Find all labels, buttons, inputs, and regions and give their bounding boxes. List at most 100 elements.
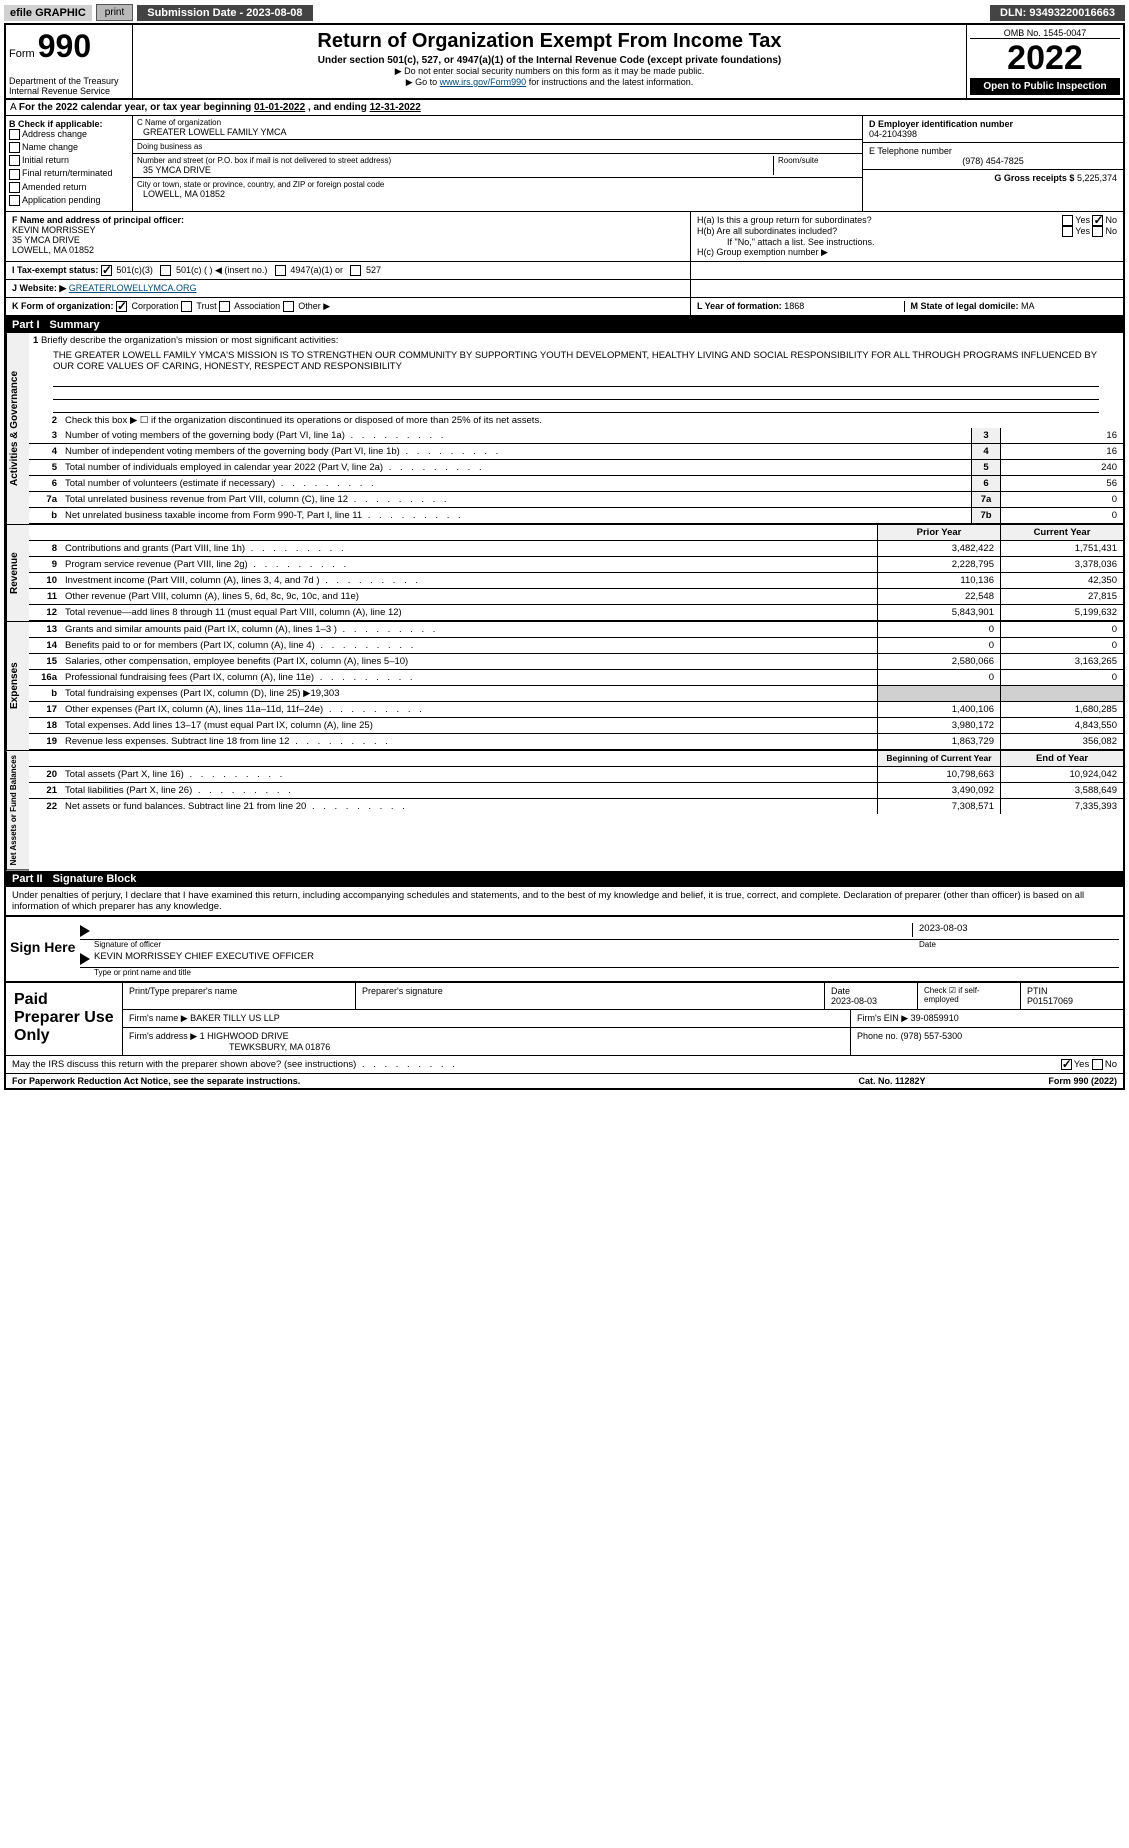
ptin: P01517069: [1027, 996, 1073, 1006]
part2-title: Signature Block: [53, 873, 137, 885]
ein: 04-2104398: [869, 129, 1117, 139]
firm-phone: (978) 557-5300: [901, 1031, 963, 1041]
line16a: Professional fundraising fees (Part IX, …: [61, 670, 877, 685]
b-item: Final return/terminated: [22, 168, 113, 178]
form-header: Form 990 Department of the Treasury Inte…: [6, 25, 1123, 100]
hb-yes[interactable]: [1062, 226, 1073, 237]
firm-ein-label: Firm's EIN ▶: [857, 1013, 908, 1023]
checkbox-address[interactable]: [9, 129, 20, 140]
p19: 1,863,729: [877, 734, 1000, 749]
c9: 3,378,036: [1000, 557, 1123, 572]
officer-name-title: KEVIN MORRISSEY CHIEF EXECUTIVE OFFICER: [94, 951, 314, 965]
begin-header: Beginning of Current Year: [877, 751, 1000, 766]
c17: 1,680,285: [1000, 702, 1123, 717]
officer-addr1: 35 YMCA DRIVE: [12, 235, 80, 245]
period-mid: , and ending: [308, 102, 370, 113]
yes: Yes: [1074, 1059, 1090, 1070]
vtab-expenses: Expenses: [6, 622, 29, 751]
line6: Total number of volunteers (estimate if …: [61, 476, 971, 491]
type-name-label: Type or print name and title: [80, 968, 1119, 977]
form-title: Return of Organization Exempt From Incom…: [136, 30, 963, 53]
firm-ein: 39-0859910: [911, 1013, 959, 1023]
g-label: G Gross receipts $: [994, 173, 1074, 183]
part2-num: Part II: [12, 873, 43, 885]
irs-link[interactable]: www.irs.gov/Form990: [440, 77, 527, 87]
v7a: 0: [1000, 492, 1123, 507]
line4: Number of independent voting members of …: [61, 444, 971, 459]
line7a: Total unrelated business revenue from Pa…: [61, 492, 971, 507]
c8: 1,751,431: [1000, 541, 1123, 556]
k-other[interactable]: [283, 301, 294, 312]
k-opt: Other ▶: [298, 301, 330, 311]
checkbox-amended[interactable]: [9, 182, 20, 193]
expenses-section: Expenses 13Grants and similar amounts pa…: [6, 622, 1123, 751]
irs-no[interactable]: [1092, 1059, 1103, 1070]
line1-label: Briefly describe the organization's miss…: [41, 335, 339, 346]
dba-label: Doing business as: [137, 142, 858, 151]
i-501c[interactable]: [160, 265, 171, 276]
no-label: No: [1105, 226, 1117, 236]
i-label: I Tax-exempt status:: [12, 265, 98, 275]
c18: 4,843,550: [1000, 718, 1123, 733]
vtab-netassets: Net Assets or Fund Balances: [6, 751, 29, 870]
k-corp[interactable]: [116, 301, 127, 312]
irs-yes[interactable]: [1061, 1059, 1072, 1070]
line3: Number of voting members of the governin…: [61, 428, 971, 443]
form-container: Form 990 Department of the Treasury Inte…: [4, 23, 1125, 1090]
checkbox-pending[interactable]: [9, 195, 20, 206]
period-begin: 01-01-2022: [254, 102, 305, 113]
underline: [53, 387, 1099, 400]
phone-value: (978) 454-7825: [869, 156, 1117, 166]
k-assoc[interactable]: [219, 301, 230, 312]
paid-preparer-section: Paid Preparer Use Only Print/Type prepar…: [6, 981, 1123, 1055]
street-value: 35 YMCA DRIVE: [137, 165, 773, 175]
e-label: E Telephone number: [869, 146, 1117, 156]
revenue-section: Revenue Prior YearCurrent Year 8Contribu…: [6, 525, 1123, 622]
l-value: 1868: [784, 301, 804, 311]
ptin-label: PTIN: [1027, 986, 1048, 996]
prior-header: Prior Year: [877, 525, 1000, 540]
city-value: LOWELL, MA 01852: [137, 189, 858, 199]
firm-name-label: Firm's name ▶: [129, 1013, 188, 1023]
print-button[interactable]: print: [96, 4, 133, 21]
k-label: K Form of organization:: [12, 301, 114, 311]
city-label: City or town, state or province, country…: [137, 180, 858, 189]
checkbox-name[interactable]: [9, 142, 20, 153]
website-link[interactable]: GREATERLOWELLYMCA.ORG: [69, 283, 197, 293]
p17: 1,400,106: [877, 702, 1000, 717]
officer-h-row: F Name and address of principal officer:…: [6, 212, 1123, 262]
arrow-icon: [80, 925, 90, 937]
form-footer: Form 990 (2022): [967, 1076, 1117, 1086]
b-item: Application pending: [22, 195, 101, 205]
footer-row: For Paperwork Reduction Act Notice, see …: [6, 1073, 1123, 1088]
no-label: No: [1105, 215, 1117, 225]
name-col: C Name of organization GREATER LOWELL FA…: [133, 116, 862, 211]
year-cell: OMB No. 1545-0047 2022 Open to Public In…: [966, 25, 1123, 98]
ha-no[interactable]: [1092, 215, 1103, 226]
date-label: Date: [831, 986, 850, 996]
period-end: 12-31-2022: [370, 102, 421, 113]
line8: Contributions and grants (Part VIII, lin…: [61, 541, 877, 556]
i-501c3[interactable]: [101, 265, 112, 276]
b-item: Initial return: [22, 155, 69, 165]
line13: Grants and similar amounts paid (Part IX…: [61, 622, 877, 637]
checkbox-initial[interactable]: [9, 155, 20, 166]
check-col-b: B Check if applicable: Address change Na…: [6, 116, 133, 211]
i-4947[interactable]: [275, 265, 286, 276]
hb-no[interactable]: [1092, 226, 1103, 237]
ha-yes[interactable]: [1062, 215, 1073, 226]
checkbox-final[interactable]: [9, 169, 20, 180]
line5: Total number of individuals employed in …: [61, 460, 971, 475]
mission-text: THE GREATER LOWELL FAMILY YMCA'S MISSION…: [29, 348, 1123, 374]
current-header: Current Year: [1000, 525, 1123, 540]
pp-date: 2023-08-03: [831, 996, 877, 1006]
form-subtitle: Under section 501(c), 527, or 4947(a)(1)…: [136, 55, 963, 66]
i-527[interactable]: [350, 265, 361, 276]
officer-addr2: LOWELL, MA 01852: [12, 245, 94, 255]
c11: 27,815: [1000, 589, 1123, 604]
pp-sig-label: Preparer's signature: [356, 983, 825, 1009]
website-row: J Website: ▶ GREATERLOWELLYMCA.ORG: [6, 280, 1123, 298]
line2: Check this box ▶ ☐ if the organization d…: [61, 413, 1123, 428]
k-trust[interactable]: [181, 301, 192, 312]
d-label: D Employer identification number: [869, 119, 1117, 129]
